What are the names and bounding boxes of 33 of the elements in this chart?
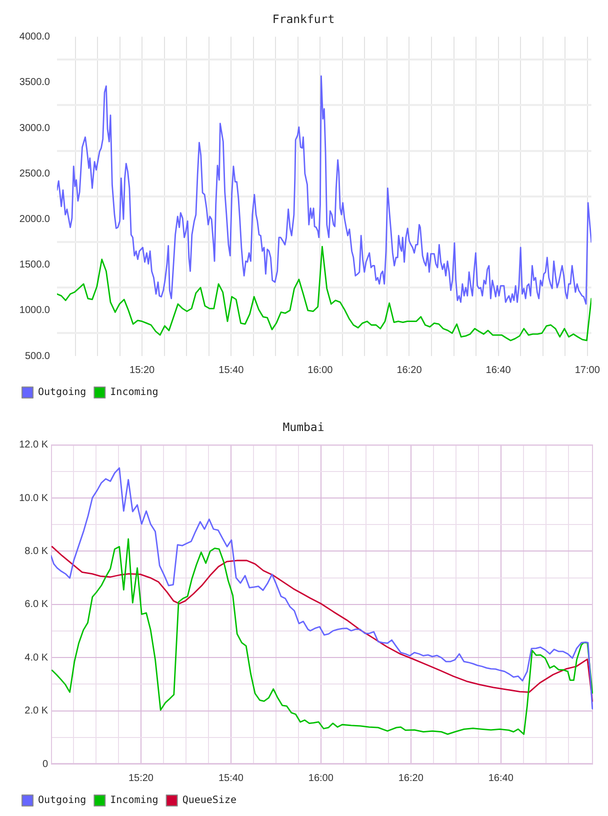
x-tick-label: 16:20 <box>396 364 422 376</box>
x-tick-label: 16:40 <box>486 364 512 376</box>
y-tick-label: 0 <box>42 758 48 770</box>
x-tick-label: 16:00 <box>308 364 334 376</box>
legend-label: Incoming <box>110 795 158 806</box>
x-tick-label: 16:20 <box>398 772 424 784</box>
y-tick-label: 2500.0 <box>19 168 50 180</box>
x-tick-label: 15:20 <box>128 772 154 784</box>
y-tick-label: 3000.0 <box>19 122 50 134</box>
legend-label: Outgoing <box>38 795 86 806</box>
y-tick-label: 500.0 <box>24 350 50 362</box>
x-tick-label: 16:00 <box>308 772 334 784</box>
legend-label: Outgoing <box>38 387 86 398</box>
y-tick-label: 6.0 K <box>24 599 48 610</box>
legend-label: QueueSize <box>182 795 237 806</box>
y-tick-label: 10.0 K <box>19 492 48 504</box>
y-tick-label: 2000.0 <box>19 214 50 225</box>
y-tick-label: 2.0 K <box>24 706 48 717</box>
y-tick-label: 1000.0 <box>19 305 50 316</box>
x-tick-label: 16:40 <box>488 772 514 784</box>
chart-title: Mumbai <box>282 420 324 434</box>
legend-label: Incoming <box>110 387 158 398</box>
y-tick-label: 12.0 K <box>19 440 48 451</box>
x-tick-label: 15:40 <box>218 364 244 376</box>
x-tick-label: 17:00 <box>574 364 600 376</box>
y-tick-label: 3500.0 <box>19 77 50 88</box>
y-tick-label: 4.0 K <box>24 652 48 664</box>
x-tick-label: 15:40 <box>218 772 244 784</box>
y-tick-label: 4000.0 <box>19 32 50 43</box>
y-tick-label: 1500.0 <box>19 260 50 271</box>
x-tick-label: 15:20 <box>130 364 156 376</box>
chart-title: Frankfurt <box>272 12 335 26</box>
y-tick-label: 8.0 K <box>24 546 48 557</box>
